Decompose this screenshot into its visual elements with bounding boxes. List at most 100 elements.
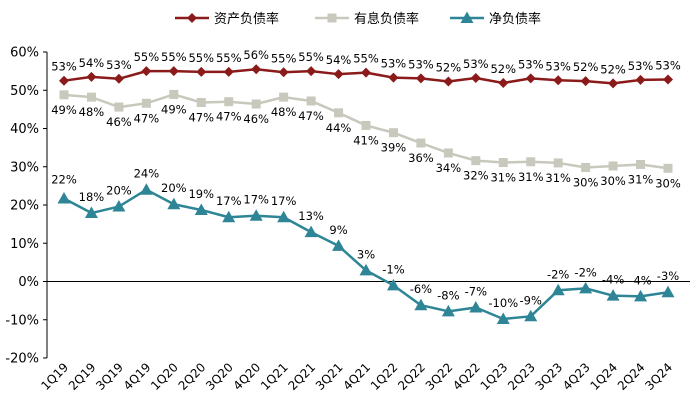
data-label: -8% [437,288,459,302]
data-label: 55% [353,52,379,66]
data-label: 53% [518,57,544,71]
data-label: 52% [573,60,599,74]
data-point [141,98,151,108]
data-point [333,69,344,80]
data-point [443,148,453,158]
y-tick-label: 0% [18,275,39,290]
series-layer: 53% 54% 53%55% 55% 55% 55% 56% 55% 55% 54% 55% 53% 5… [51,48,681,324]
y-tick-label: -20% [5,352,39,367]
data-point [636,159,646,169]
data-point [469,301,483,313]
data-label: 3% [357,247,375,261]
data-point [249,209,263,221]
data-label: 53% [545,59,571,73]
series-3: 22%18% 20%24%20% 19%17% 17% 17%13%9%3%-1%-6%… [51,167,679,324]
data-label: 48% [271,105,297,119]
data-label: 31% [628,172,654,186]
x-tick-label: 3Q22 [423,360,456,393]
data-label: 18% [79,190,105,204]
y-tick-label: 40% [10,122,39,137]
data-point [443,76,454,87]
data-point [525,73,536,84]
x-tick-label: 2Q23 [505,360,538,393]
data-label: -10% [488,296,518,310]
data-point [498,77,509,88]
data-point [114,102,124,112]
data-label: 19% [188,187,214,201]
data-point [581,163,591,173]
data-label: 30% [600,174,626,188]
data-label: 55% [188,51,214,65]
data-point [279,92,289,102]
data-point [553,75,564,86]
data-point [223,66,234,77]
data-point [304,225,318,238]
data-point [278,67,289,78]
data-point [471,156,481,166]
data-point [580,76,591,87]
data-point [86,92,96,102]
data-point [579,281,593,294]
axes: -20% -10% 0% 10% 20% 30% 40% 50% 60% 1Q192Q193Q19… [5,46,690,393]
data-label: 47% [298,109,324,123]
data-label: 55% [161,50,187,64]
data-label: 47% [216,110,242,124]
data-label: 46% [243,112,269,126]
data-label: -4% [629,273,651,287]
data-point [84,206,98,219]
data-point [496,312,510,324]
y-tick-label: 20% [10,199,39,214]
data-point [634,289,648,302]
data-point [388,72,399,83]
data-label: 49% [161,102,187,116]
data-point [139,183,153,195]
series-1: 53% 54% 53%55% 55% 55% 55% 56% 55% 55% 54% 55% 53% 5… [51,48,681,89]
data-point [277,210,291,223]
x-tick-label: 2Q22 [395,360,428,393]
data-point [306,66,317,77]
data-point [222,210,236,223]
data-point [194,203,208,215]
x-tick-label: 2Q24 [615,360,648,393]
x-tick-label: 3Q20 [203,360,236,393]
data-point [167,197,181,210]
legend-marker [187,13,197,23]
data-label: -7% [465,285,487,299]
data-label: 24% [134,167,160,181]
data-label: 54% [326,53,352,67]
data-point [416,138,426,148]
data-label: 55% [134,50,160,64]
data-point [663,74,673,85]
data-label: 52% [600,62,626,76]
legend-label: 资产负债率 [214,11,279,27]
data-label: 9% [329,223,347,237]
data-label: -4% [602,273,624,287]
data-point [169,89,179,99]
data-label: 32% [463,169,489,183]
data-point [86,71,97,82]
data-point [361,67,371,78]
data-point [386,278,400,291]
y-tick-label: -10% [5,313,39,328]
data-label: 55% [298,50,324,64]
x-tick-label: 4Q22 [450,360,483,393]
data-point [635,74,646,85]
data-point [112,200,126,212]
data-label: -3% [657,269,679,283]
data-label: 54% [79,56,105,70]
legend-marker [460,11,474,23]
legend-marker [327,13,337,23]
x-tick-label: 4Q21 [340,360,373,393]
legend-label: 净负债率 [489,11,541,27]
data-label: 55% [271,51,297,65]
x-tick-label: 3Q19 [93,360,126,393]
data-point [59,90,69,100]
data-label: 48% [79,105,105,119]
data-label: 41% [353,133,379,147]
x-tick-label: 1Q24 [587,360,620,393]
data-point [524,309,538,322]
x-tick-label: 4Q23 [560,360,593,393]
data-label: 22% [51,172,77,186]
data-label: -1% [382,262,404,276]
data-label: 55% [216,51,242,65]
